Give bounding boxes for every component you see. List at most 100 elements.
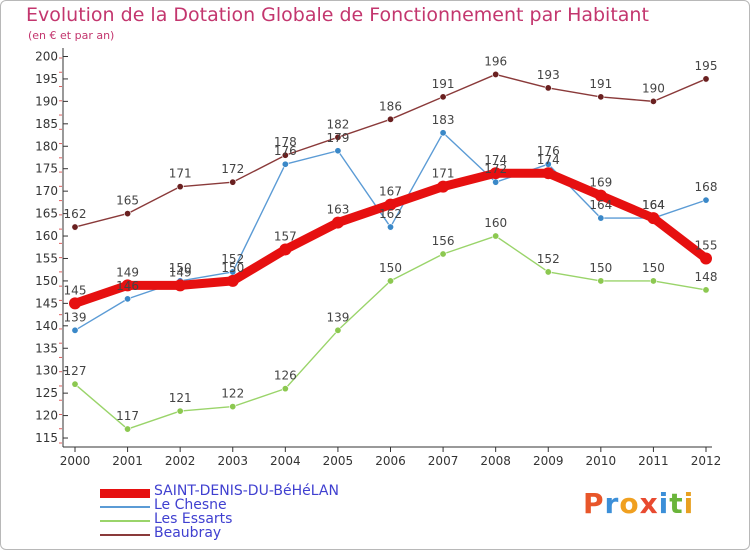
data-point <box>492 178 500 186</box>
data-label: 174 <box>484 153 507 167</box>
data-point <box>489 167 502 180</box>
data-label: 139 <box>326 310 349 324</box>
data-label: 169 <box>589 176 612 190</box>
data-point <box>439 250 447 258</box>
y-tick-label: 190 <box>35 94 58 108</box>
chart-subtitle: (en € et par an) <box>28 29 115 42</box>
x-tick-label: 2002 <box>165 454 196 468</box>
data-label: 164 <box>642 198 665 212</box>
data-point <box>331 216 344 229</box>
legend-label: Les Essarts <box>154 511 233 527</box>
data-point <box>176 407 184 415</box>
x-tick-label: 2003 <box>217 454 248 468</box>
data-label: 176 <box>274 144 297 158</box>
data-point <box>71 326 79 334</box>
data-point <box>281 160 289 168</box>
y-tick-label: 130 <box>35 364 58 378</box>
data-label: 160 <box>484 216 507 230</box>
y-tick-label: 175 <box>35 162 58 176</box>
data-label: 178 <box>274 135 297 149</box>
y-tick-label: 120 <box>35 409 58 423</box>
data-label: 176 <box>537 144 560 158</box>
logo-letter: r <box>604 487 620 520</box>
legend-label: Le Chesne <box>154 497 227 513</box>
y-tick-label: 195 <box>35 72 58 86</box>
data-point <box>544 84 552 92</box>
data-label: 183 <box>432 113 455 127</box>
data-point <box>174 279 187 292</box>
logo-letter: i <box>658 487 670 520</box>
data-point <box>439 93 447 101</box>
y-tick-label: 160 <box>35 229 58 243</box>
data-point <box>71 380 79 388</box>
data-point <box>124 295 132 303</box>
x-tick-label: 2000 <box>60 454 91 468</box>
y-tick-label: 165 <box>35 207 58 221</box>
data-point <box>597 277 605 285</box>
data-point <box>281 151 289 159</box>
data-label: 152 <box>537 252 560 266</box>
logo-letter: o <box>619 487 640 520</box>
data-label: 163 <box>326 203 349 217</box>
data-label: 164 <box>589 198 612 212</box>
data-point <box>229 403 237 411</box>
data-point <box>597 93 605 101</box>
data-point <box>124 210 132 218</box>
x-tick-label: 2001 <box>112 454 143 468</box>
x-tick-label: 2008 <box>480 454 511 468</box>
x-tick-label: 2007 <box>428 454 459 468</box>
data-label: 171 <box>169 167 192 181</box>
data-point <box>437 180 450 193</box>
proxiti-logo: Proxiti <box>583 487 694 520</box>
data-label: 157 <box>274 230 297 244</box>
x-tick-label: 2010 <box>586 454 617 468</box>
y-tick-label: 180 <box>35 139 58 153</box>
data-label: 162 <box>64 207 87 221</box>
data-label: 148 <box>695 270 718 284</box>
data-label: 174 <box>537 153 560 167</box>
legend-swatch <box>100 520 150 522</box>
y-tick-label: 170 <box>35 184 58 198</box>
logo-letter: P <box>583 487 605 520</box>
chart-title: Evolution de la Dotation Globale de Fonc… <box>26 4 649 26</box>
y-tick-label: 125 <box>35 386 58 400</box>
data-label: 121 <box>169 391 192 405</box>
data-point <box>649 97 657 105</box>
data-point <box>702 75 710 83</box>
data-label: 126 <box>274 369 297 383</box>
data-point <box>281 385 289 393</box>
data-point <box>386 277 394 285</box>
data-point <box>702 196 710 204</box>
data-label: 139 <box>64 310 87 324</box>
data-point <box>597 214 605 222</box>
data-point <box>384 198 397 211</box>
y-tick-label: 145 <box>35 296 58 310</box>
y-tick-label: 185 <box>35 117 58 131</box>
data-label: 167 <box>379 185 402 199</box>
legend-item: Beaubray <box>100 525 400 542</box>
data-label: 191 <box>589 77 612 91</box>
data-point <box>649 277 657 285</box>
data-label: 146 <box>116 279 139 293</box>
data-label: 186 <box>379 99 402 113</box>
data-point <box>124 425 132 433</box>
data-point <box>71 223 79 231</box>
data-label: 168 <box>695 180 718 194</box>
data-label: 156 <box>432 234 455 248</box>
legend-item: Le Chesne <box>100 497 400 514</box>
data-point <box>334 147 342 155</box>
data-point <box>647 212 660 225</box>
y-tick-label: 150 <box>35 274 58 288</box>
data-point <box>439 129 447 137</box>
data-point <box>176 183 184 191</box>
data-label: 195 <box>695 59 718 73</box>
data-label: 117 <box>116 409 139 423</box>
legend-item: SAINT-DENIS-DU-BéHéLAN <box>100 483 400 500</box>
data-label: 152 <box>221 252 244 266</box>
logo-letter: t <box>669 487 684 520</box>
data-label: 149 <box>169 265 192 279</box>
data-point <box>121 279 134 292</box>
data-label: 164 <box>642 198 665 212</box>
legend-label: SAINT-DENIS-DU-BéHéLAN <box>154 483 339 499</box>
